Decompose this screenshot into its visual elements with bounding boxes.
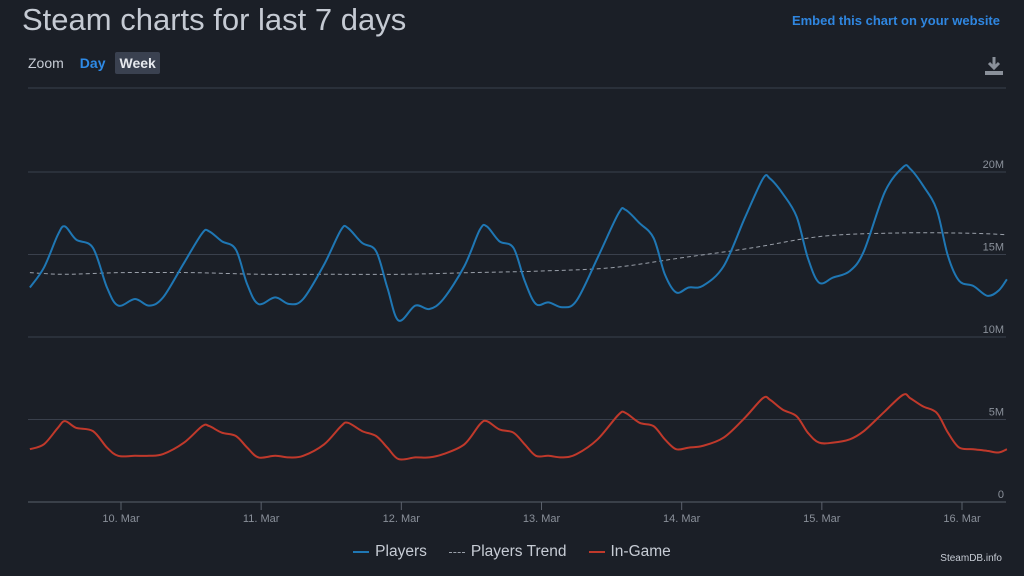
page-title: Steam charts for last 7 days	[22, 2, 407, 37]
series-line-players-trend[interactable]	[29, 232, 1007, 275]
legend-item-in-game[interactable]: In-Game	[588, 543, 671, 561]
steamdb-credit[interactable]: SteamDB.info	[940, 553, 1002, 564]
series-line-in-game[interactable]	[29, 393, 1008, 461]
zoom-controls: Zoom Day Week	[28, 52, 160, 74]
x-tick-label: 16. Mar	[943, 513, 981, 525]
zoom-day-button[interactable]: Day	[79, 55, 106, 71]
legend-label-players: Players	[375, 543, 427, 560]
chart-legend: Players Players Trend In-Game	[0, 543, 1024, 561]
x-tick-label: 15. Mar	[803, 513, 841, 525]
legend-swatch-in-game	[588, 551, 605, 553]
legend-swatch-players-trend	[448, 551, 465, 553]
zoom-week-button[interactable]: Week	[115, 52, 160, 74]
legend-item-players[interactable]: Players	[353, 543, 427, 561]
download-icon[interactable]	[984, 55, 1004, 77]
y-tick-label: 15M	[983, 242, 1004, 254]
y-tick-label: 0	[998, 489, 1004, 501]
x-tick-label: 13. Mar	[523, 513, 561, 525]
y-tick-label: 20M	[983, 159, 1004, 171]
y-tick-label: 10M	[983, 324, 1004, 336]
legend-label-players-trend: Players Trend	[470, 543, 567, 560]
embed-chart-link[interactable]: Embed this chart on your website	[791, 13, 1000, 28]
y-tick-label: 5M	[989, 407, 1004, 419]
series-line-players[interactable]	[29, 164, 1008, 322]
legend-item-players-trend[interactable]: Players Trend	[448, 543, 567, 561]
x-tick-label: 12. Mar	[383, 513, 421, 525]
x-tick-label: 14. Mar	[663, 513, 701, 525]
zoom-label: Zoom	[28, 55, 64, 71]
x-tick-label: 11. Mar	[243, 513, 280, 525]
x-tick-label: 10. Mar	[102, 513, 140, 525]
legend-label-in-game: In-Game	[610, 543, 671, 560]
legend-swatch-players	[353, 551, 370, 553]
